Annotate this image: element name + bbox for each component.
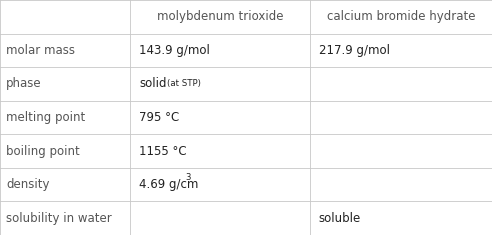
Text: solid: solid: [139, 77, 167, 90]
Text: 1155 °C: 1155 °C: [139, 145, 187, 158]
Text: 217.9 g/mol: 217.9 g/mol: [319, 44, 390, 57]
Text: calcium bromide hydrate: calcium bromide hydrate: [327, 10, 475, 23]
Text: (at STP): (at STP): [167, 79, 201, 88]
Text: 4.69 g/cm: 4.69 g/cm: [139, 178, 199, 191]
Text: phase: phase: [6, 77, 41, 90]
Text: solubility in water: solubility in water: [6, 212, 112, 225]
Text: density: density: [6, 178, 49, 191]
Text: melting point: melting point: [6, 111, 85, 124]
Text: soluble: soluble: [319, 212, 361, 225]
Text: 795 °C: 795 °C: [139, 111, 180, 124]
Text: 3: 3: [185, 173, 190, 182]
Text: molybdenum trioxide: molybdenum trioxide: [157, 10, 283, 23]
Text: boiling point: boiling point: [6, 145, 80, 158]
Text: 143.9 g/mol: 143.9 g/mol: [139, 44, 210, 57]
Text: molar mass: molar mass: [6, 44, 75, 57]
